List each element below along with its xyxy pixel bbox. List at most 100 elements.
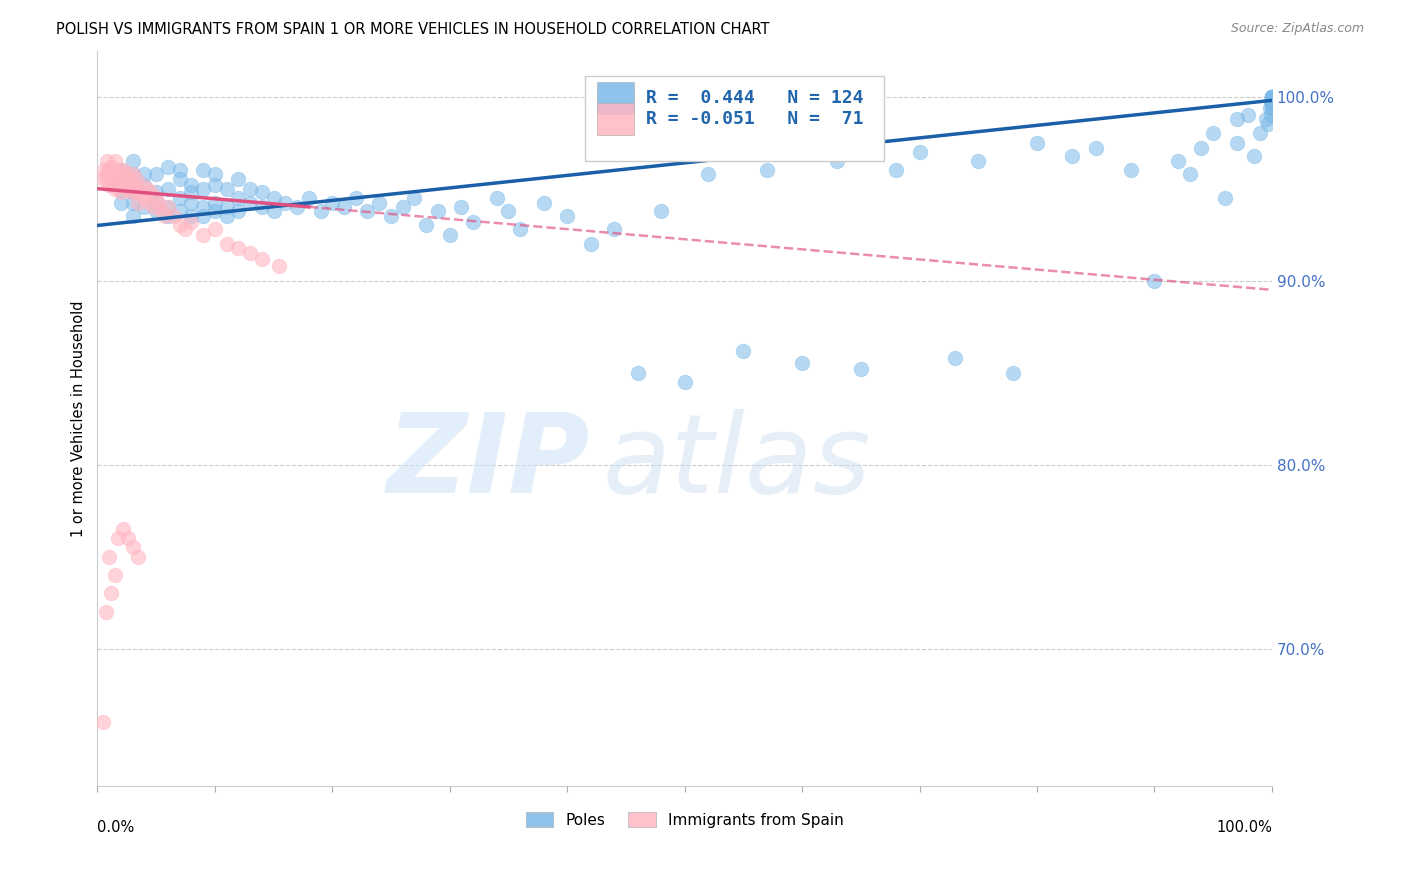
- Point: [191, 209, 214, 223]
- Point: [93, 163, 115, 178]
- Point: [1119, 163, 1142, 178]
- Point: [1254, 112, 1277, 126]
- Point: [1257, 117, 1279, 131]
- Point: [650, 203, 672, 218]
- Point: [204, 203, 226, 218]
- Point: [121, 541, 143, 555]
- Text: ZIP: ZIP: [387, 409, 591, 516]
- Text: 100.0%: 100.0%: [1216, 820, 1272, 835]
- Point: [1261, 89, 1284, 103]
- Point: [827, 154, 849, 169]
- Point: [579, 236, 602, 251]
- Y-axis label: 1 or more Vehicles in Household: 1 or more Vehicles in Household: [72, 301, 86, 537]
- Point: [127, 549, 149, 564]
- Point: [98, 178, 121, 192]
- Point: [263, 203, 285, 218]
- Point: [1261, 89, 1284, 103]
- Point: [215, 200, 238, 214]
- Point: [156, 181, 179, 195]
- Point: [1261, 89, 1284, 103]
- Point: [121, 186, 143, 200]
- Point: [1243, 148, 1265, 162]
- Point: [427, 203, 450, 218]
- Point: [849, 362, 872, 376]
- Point: [145, 196, 167, 211]
- Point: [269, 259, 291, 273]
- Text: Source: ZipAtlas.com: Source: ZipAtlas.com: [1230, 22, 1364, 36]
- Point: [111, 167, 134, 181]
- Point: [110, 172, 132, 186]
- Point: [204, 167, 226, 181]
- Point: [135, 181, 157, 195]
- Point: [239, 181, 262, 195]
- Point: [121, 167, 143, 181]
- Point: [204, 178, 226, 192]
- Point: [439, 227, 461, 242]
- Point: [145, 191, 167, 205]
- Point: [755, 163, 778, 178]
- Point: [134, 200, 156, 214]
- Point: [1226, 136, 1249, 150]
- Point: [98, 549, 121, 564]
- Point: [121, 154, 143, 169]
- Point: [104, 181, 127, 195]
- Point: [790, 356, 813, 370]
- Point: [1167, 154, 1189, 169]
- Point: [127, 181, 149, 195]
- Point: [673, 375, 696, 389]
- Legend: Poles, Immigrants from Spain: Poles, Immigrants from Spain: [520, 806, 849, 834]
- Point: [115, 181, 138, 195]
- Point: [121, 167, 143, 181]
- Point: [145, 203, 167, 218]
- Point: [908, 145, 931, 159]
- Point: [733, 343, 755, 358]
- Point: [1261, 89, 1284, 103]
- Point: [226, 191, 249, 205]
- Point: [215, 236, 238, 251]
- Point: [101, 167, 124, 181]
- Point: [1213, 191, 1236, 205]
- Point: [1261, 89, 1284, 103]
- Point: [1062, 148, 1084, 162]
- Point: [1249, 127, 1271, 141]
- Point: [169, 172, 191, 186]
- Point: [112, 163, 135, 178]
- Point: [112, 522, 135, 536]
- FancyBboxPatch shape: [585, 77, 884, 161]
- Point: [169, 163, 191, 178]
- FancyBboxPatch shape: [596, 82, 634, 114]
- Point: [1260, 108, 1282, 122]
- Point: [263, 191, 285, 205]
- Point: [114, 172, 136, 186]
- Point: [226, 240, 249, 254]
- Point: [105, 172, 128, 186]
- Point: [1226, 112, 1249, 126]
- Point: [107, 167, 129, 181]
- Text: POLISH VS IMMIGRANTS FROM SPAIN 1 OR MORE VEHICLES IN HOUSEHOLD CORRELATION CHAR: POLISH VS IMMIGRANTS FROM SPAIN 1 OR MOR…: [56, 22, 769, 37]
- Point: [180, 178, 202, 192]
- Point: [134, 178, 156, 192]
- Point: [169, 203, 191, 218]
- Point: [321, 196, 343, 211]
- Point: [1258, 101, 1281, 115]
- Point: [128, 186, 150, 200]
- Point: [91, 172, 114, 186]
- Point: [884, 163, 907, 178]
- Point: [204, 196, 226, 211]
- Point: [98, 163, 121, 178]
- Point: [108, 163, 131, 178]
- Point: [156, 200, 179, 214]
- Point: [415, 219, 437, 233]
- Point: [344, 191, 367, 205]
- Point: [226, 203, 249, 218]
- Point: [191, 227, 214, 242]
- Point: [150, 203, 173, 218]
- Point: [509, 222, 531, 236]
- Point: [239, 196, 262, 211]
- Point: [1261, 89, 1284, 103]
- Point: [1261, 101, 1284, 115]
- Point: [1261, 89, 1284, 103]
- Point: [94, 172, 117, 186]
- Point: [1261, 93, 1284, 107]
- Point: [380, 209, 402, 223]
